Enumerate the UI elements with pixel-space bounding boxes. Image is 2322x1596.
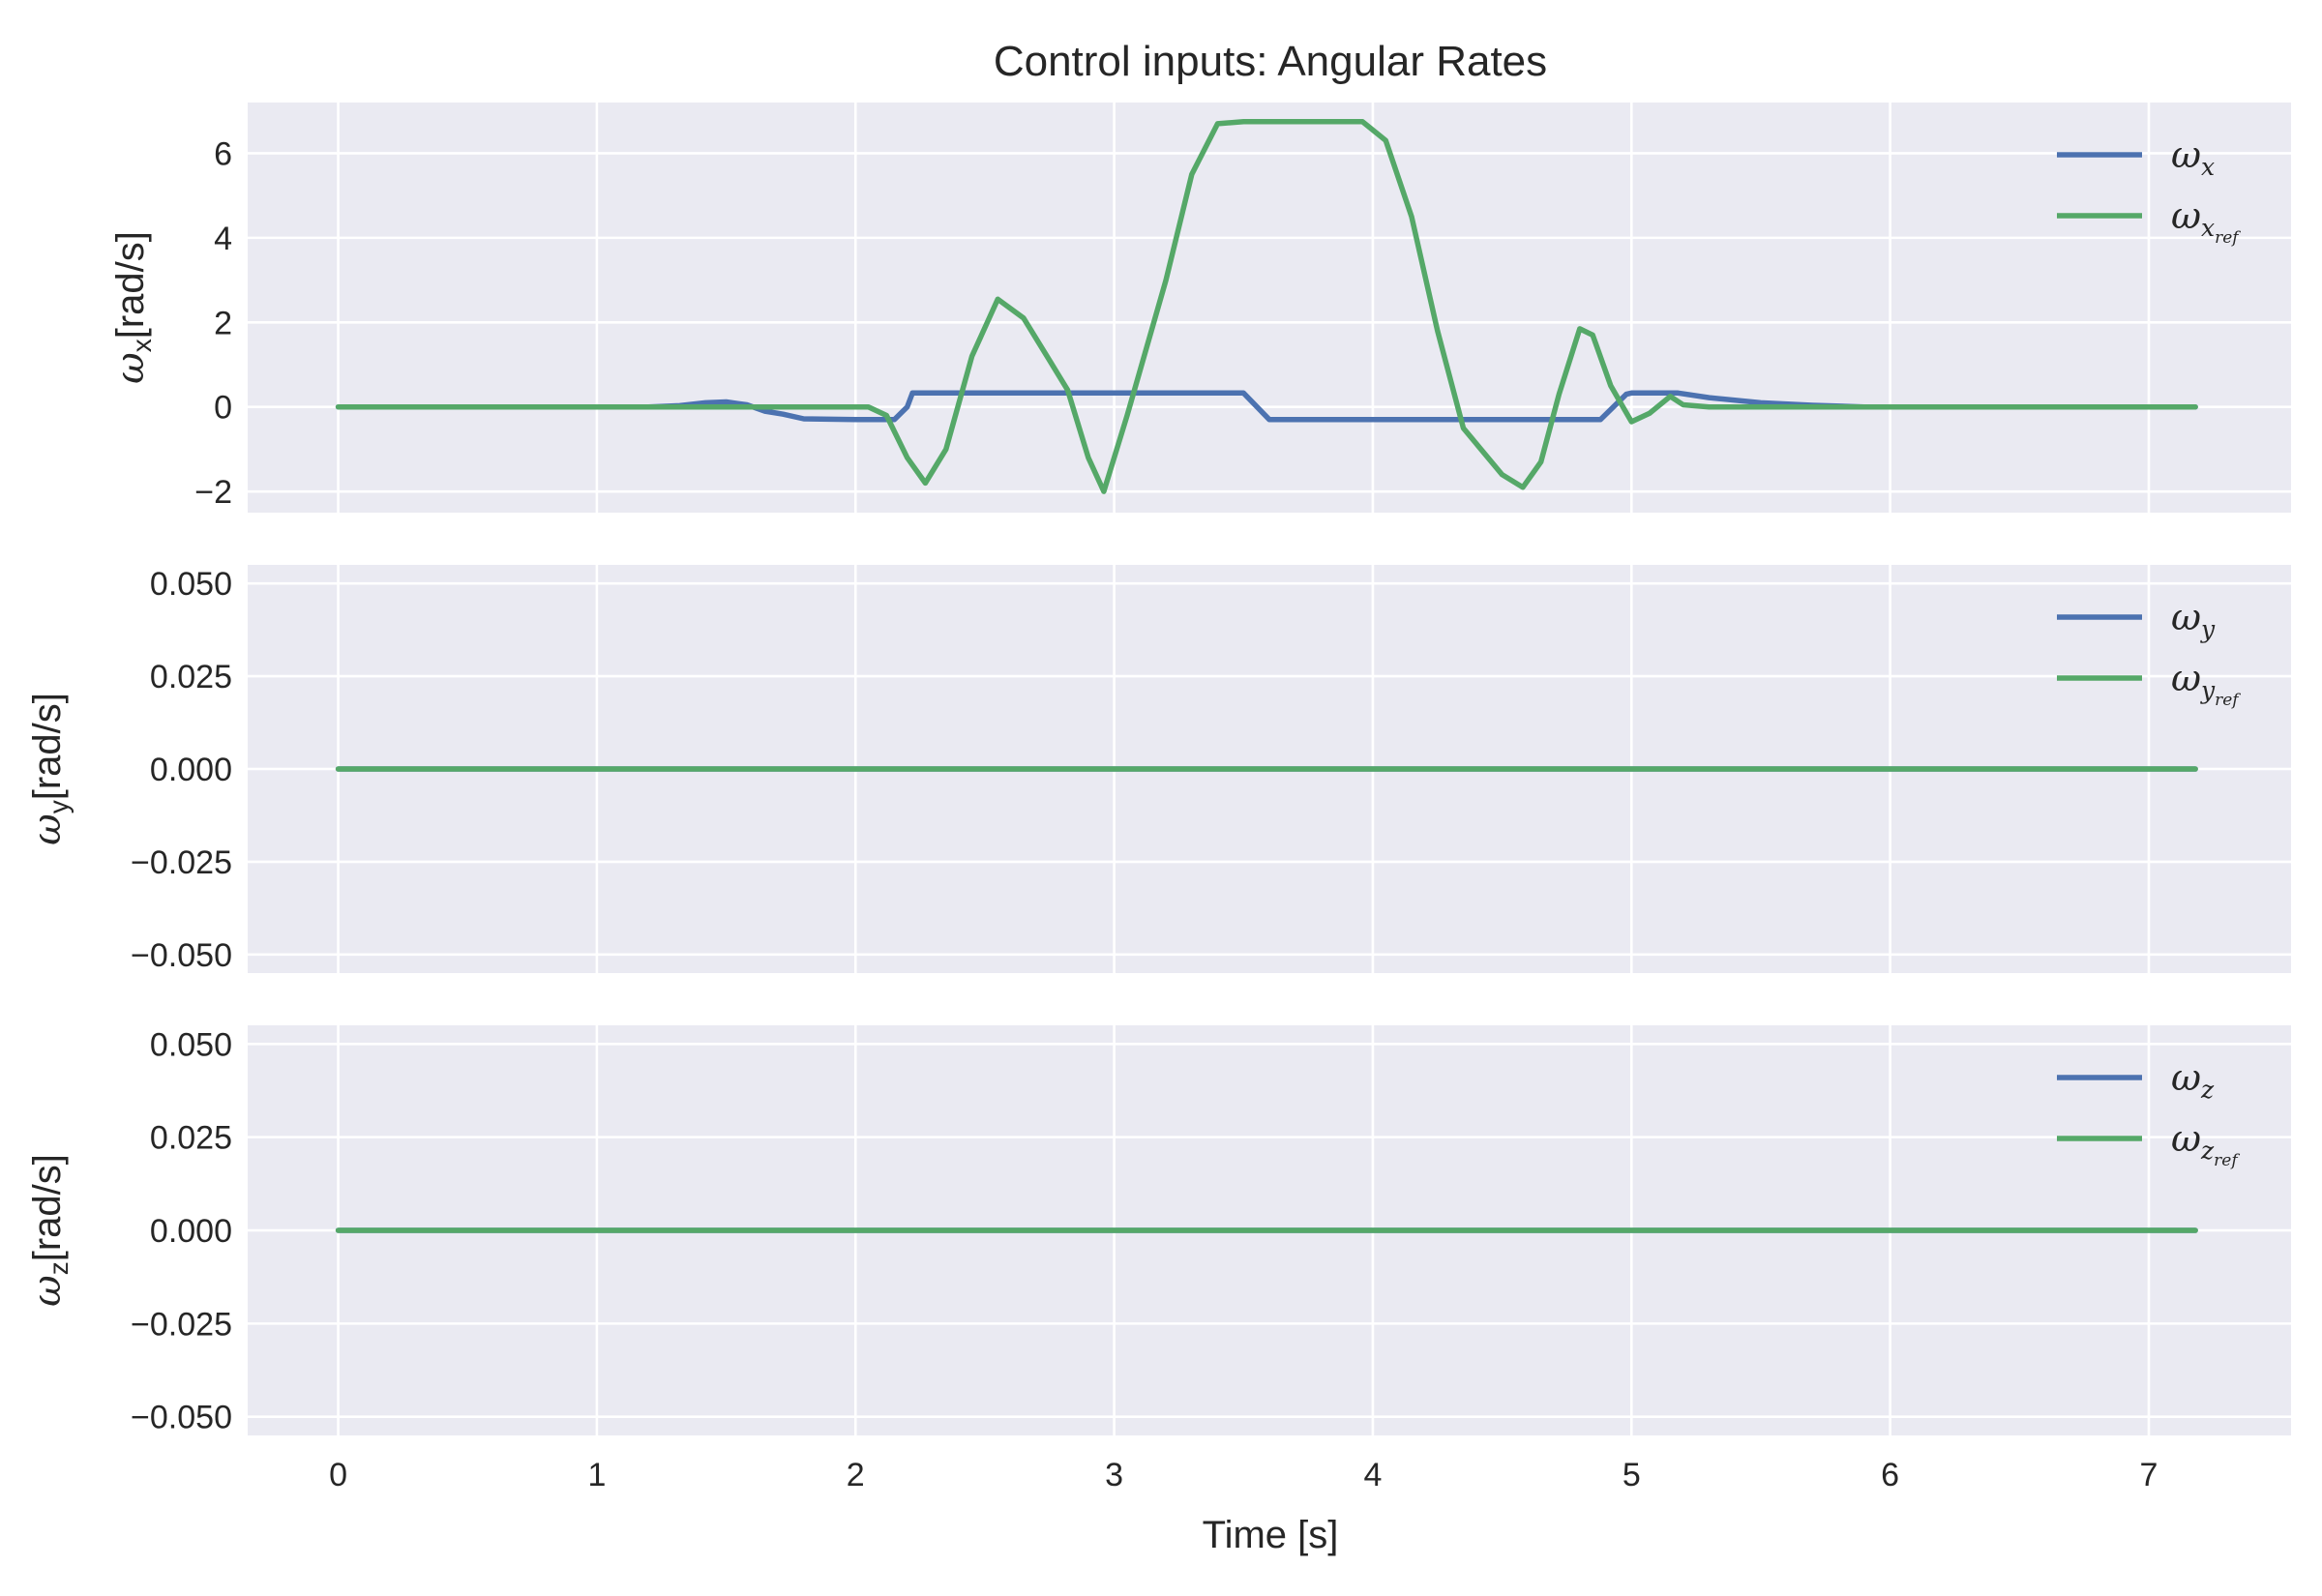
x-tick-label: 3 [1105, 1457, 1123, 1493]
y-axis-label: ωz[rad/s] [25, 1154, 74, 1307]
y-tick-label: −0.050 [131, 937, 232, 974]
subplot-z: −0.050−0.0250.0000.0250.050ωzωzrefωz[rad… [25, 1025, 2291, 1436]
y-tick-label: 6 [214, 135, 232, 172]
y-tick-label: 4 [214, 221, 232, 257]
y-tick-label: −0.050 [131, 1400, 232, 1436]
plot-area [248, 103, 2291, 513]
x-tick-label: 4 [1363, 1457, 1382, 1493]
y-tick-label: 0.025 [150, 1120, 232, 1157]
x-axis-label: Time [s] [1203, 1514, 1339, 1556]
subplot-y: −0.050−0.0250.0000.0250.050ωyωyrefωy[rad… [25, 565, 2291, 974]
x-tick-label: 1 [587, 1457, 606, 1493]
y-tick-label: −0.025 [131, 844, 232, 881]
x-tick-label: 2 [847, 1457, 865, 1493]
x-tick-label: 0 [329, 1457, 347, 1493]
chart-title: Control inputs: Angular Rates [994, 38, 1547, 85]
y-tick-label: 0.050 [150, 1026, 232, 1063]
x-tick-label: 6 [1881, 1457, 1899, 1493]
y-tick-label: 2 [214, 305, 232, 341]
legend-label-measured: ωz [2171, 1056, 2215, 1104]
y-tick-label: 0.000 [150, 1213, 232, 1250]
x-tick-label: 5 [1622, 1457, 1641, 1493]
y-tick-label: 0.000 [150, 752, 232, 788]
x-tick-label: 7 [2140, 1457, 2158, 1493]
y-tick-label: −2 [194, 474, 232, 511]
series-line-reference [335, 118, 2198, 494]
y-tick-label: 0 [214, 390, 232, 427]
series-line-measured [335, 390, 2198, 423]
y-tick-label: 0.050 [150, 566, 232, 603]
y-tick-label: 0.025 [150, 659, 232, 695]
y-axis-label: ωy[rad/s] [25, 693, 74, 845]
y-tick-label: −0.025 [131, 1306, 232, 1343]
y-axis-label: ωx[rad/s] [108, 231, 157, 384]
